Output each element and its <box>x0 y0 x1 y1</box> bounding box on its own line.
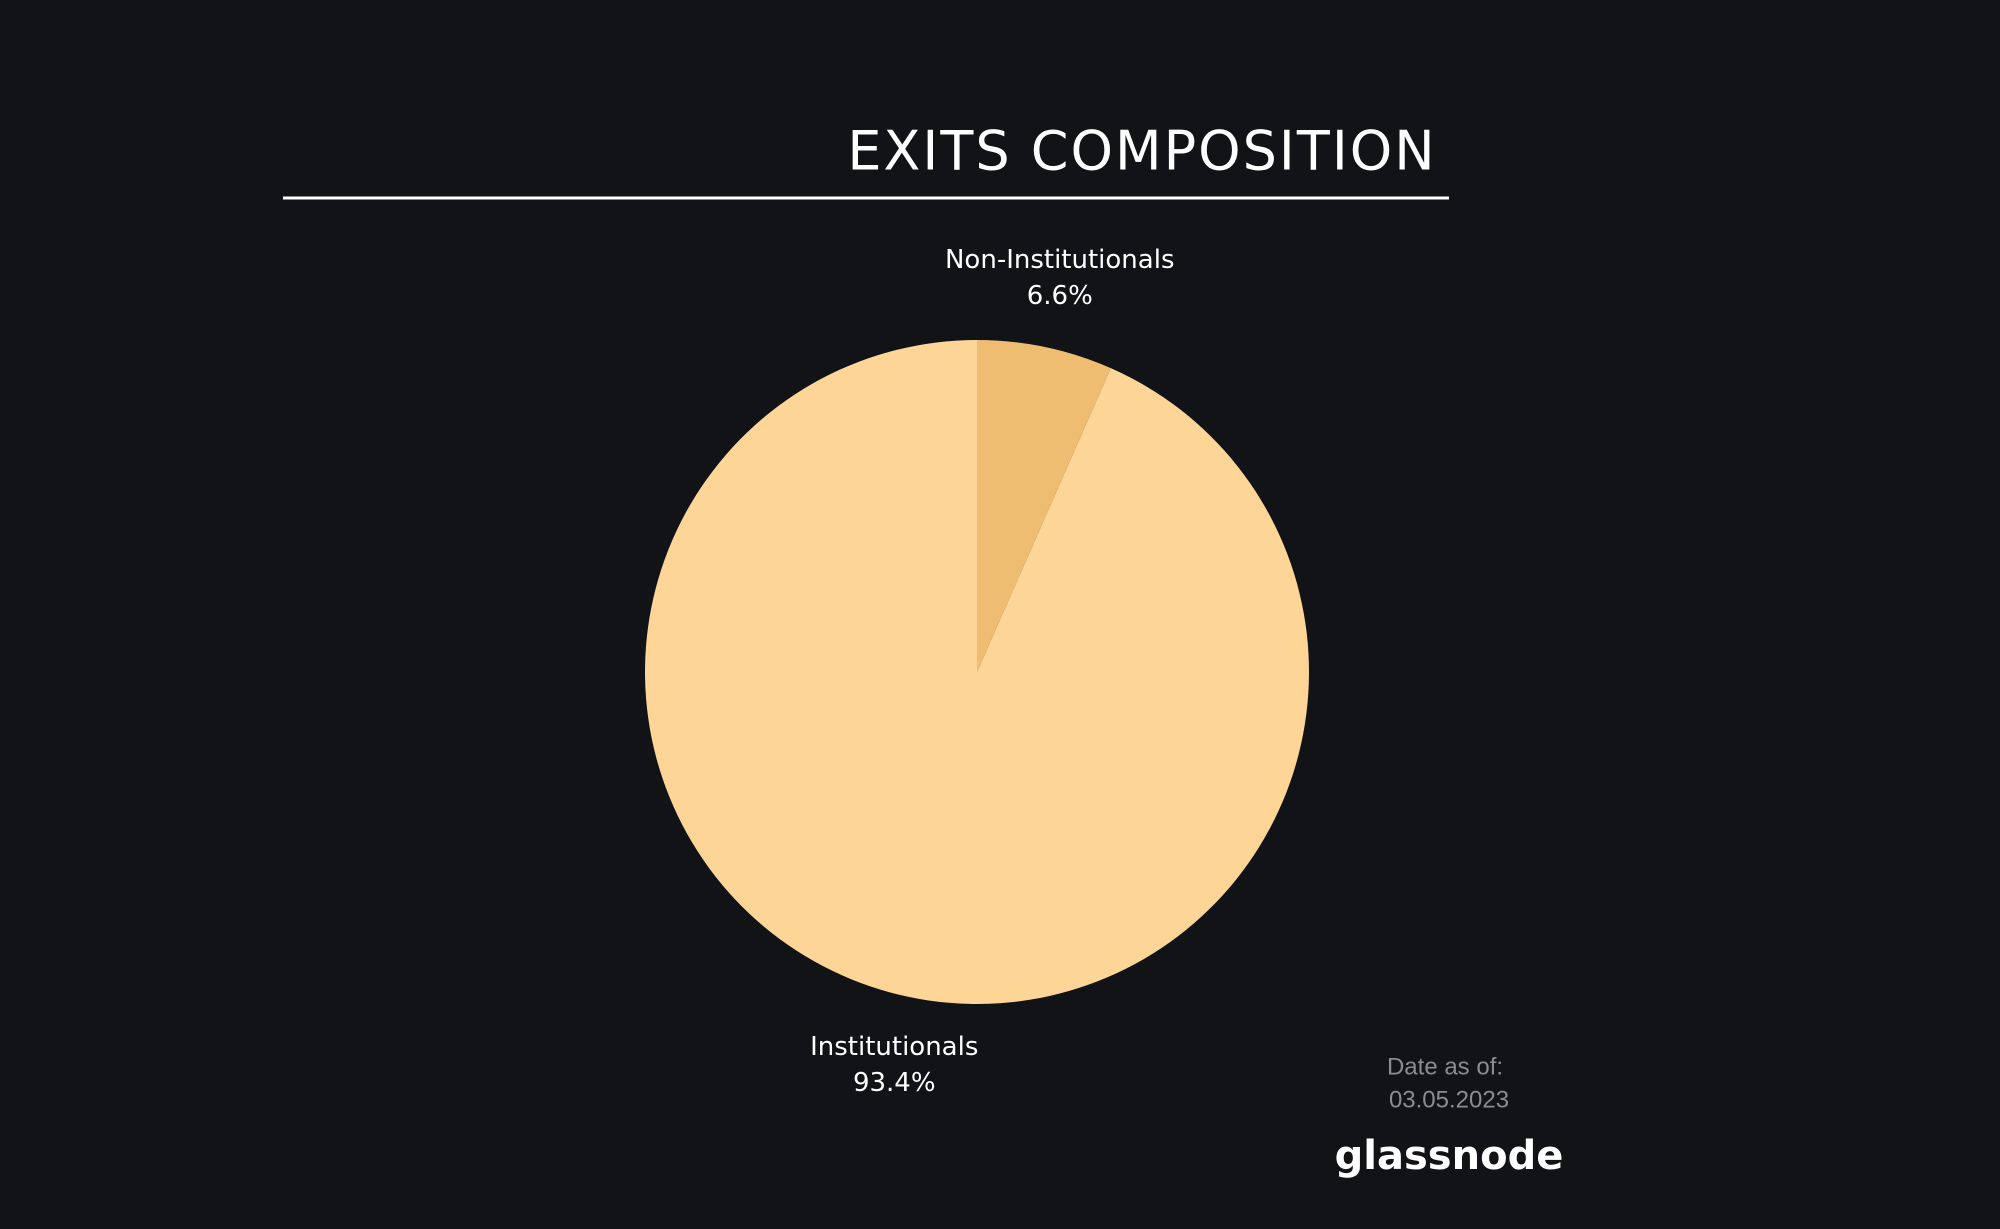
slice-label: Non-Institutionals <box>945 245 1175 275</box>
pie-slice <box>977 340 1111 672</box>
date-label: Date as of: <box>1387 1053 1503 1080</box>
pie-slice <box>645 340 1309 1004</box>
date: 03.05.2023 <box>1389 1086 1509 1113</box>
brand: glassnode <box>1335 1133 1564 1179</box>
slice-value-label: 93.4% <box>853 1068 936 1098</box>
chart-title: EXITS COMPOSITION <box>847 120 1436 183</box>
slice-value-label: 6.6% <box>1027 281 1093 311</box>
slice-label: Institutionals <box>810 1032 978 1062</box>
